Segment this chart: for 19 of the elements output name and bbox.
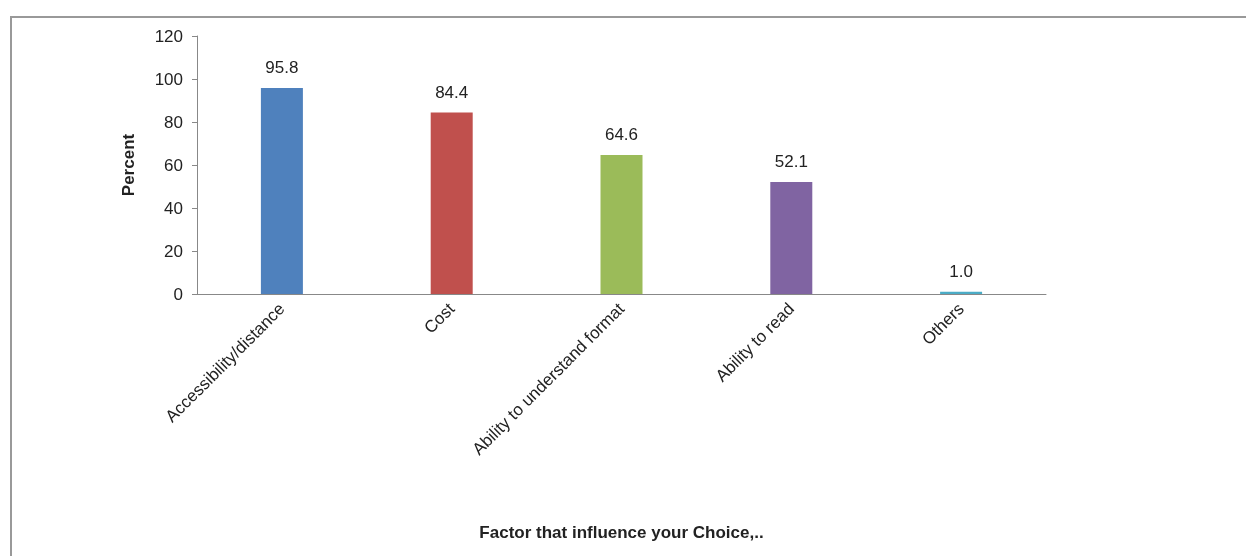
bar [260,88,303,294]
bar [430,112,473,294]
bar [770,181,813,294]
data-label: 84.4 [435,82,469,102]
data-label: 95.8 [265,58,299,78]
data-label: 52.1 [774,151,808,171]
y-tick-label: 20 [164,241,183,261]
bar [600,155,643,294]
data-label: 1.0 [949,261,973,281]
x-axis-title: Factor that influence your Choice,.. [479,523,764,542]
data-label: 64.6 [604,125,639,145]
bar [940,291,983,294]
y-tick-label: 40 [164,198,183,218]
y-axis-title: Percent [119,133,138,197]
y-tick-label: 80 [164,112,183,132]
y-tick-label: 100 [154,69,183,89]
y-tick-label: 60 [164,155,183,175]
y-tick-label: 120 [154,26,183,46]
y-tick-label: 0 [173,284,183,304]
